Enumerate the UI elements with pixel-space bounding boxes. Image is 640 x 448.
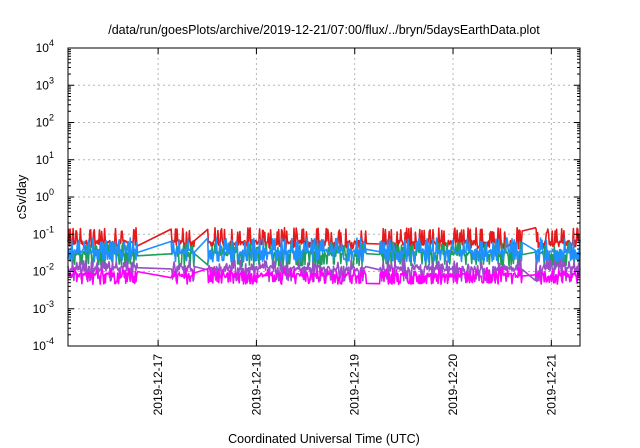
y-tick-label: 104 — [36, 38, 54, 55]
y-tick-label: 10-1 — [33, 224, 54, 241]
y-axis-label: cSv/day — [15, 174, 29, 219]
grid-lines — [68, 48, 580, 346]
x-tick-label: 2019-12-21 — [544, 354, 558, 416]
series-line-1 — [67, 226, 581, 250]
y-tick-label: 101 — [36, 150, 54, 167]
x-axis-label: Coordinated Universal Time (UTC) — [228, 432, 420, 446]
x-tick-label: 2019-12-19 — [348, 354, 362, 416]
x-tick-label: 2019-12-18 — [249, 354, 263, 416]
y-tick-label: 10-4 — [33, 336, 54, 353]
y-tick-label: 102 — [36, 113, 54, 130]
chart-title: /data/run/goesPlots/archive/2019-12-21/0… — [108, 23, 540, 37]
y-axis-ticks: 10-4 10-3 10-2 10-1 100 101 102 103 104 — [33, 38, 580, 353]
x-axis-ticks: 2019-12-17 2019-12-18 2019-12-19 2019-12-20… — [151, 48, 558, 415]
series-line-4 — [67, 259, 581, 283]
y-tick-label: 10-2 — [33, 262, 54, 279]
y-tick-label: 10-3 — [33, 299, 54, 316]
series-line-5 — [67, 267, 581, 285]
series-group — [67, 226, 581, 285]
x-tick-label: 2019-12-17 — [151, 354, 165, 416]
x-tick-label: 2019-12-20 — [446, 354, 460, 416]
y-tick-label: 103 — [36, 75, 54, 92]
y-tick-label: 100 — [36, 187, 54, 204]
series-line-3 — [67, 237, 581, 263]
